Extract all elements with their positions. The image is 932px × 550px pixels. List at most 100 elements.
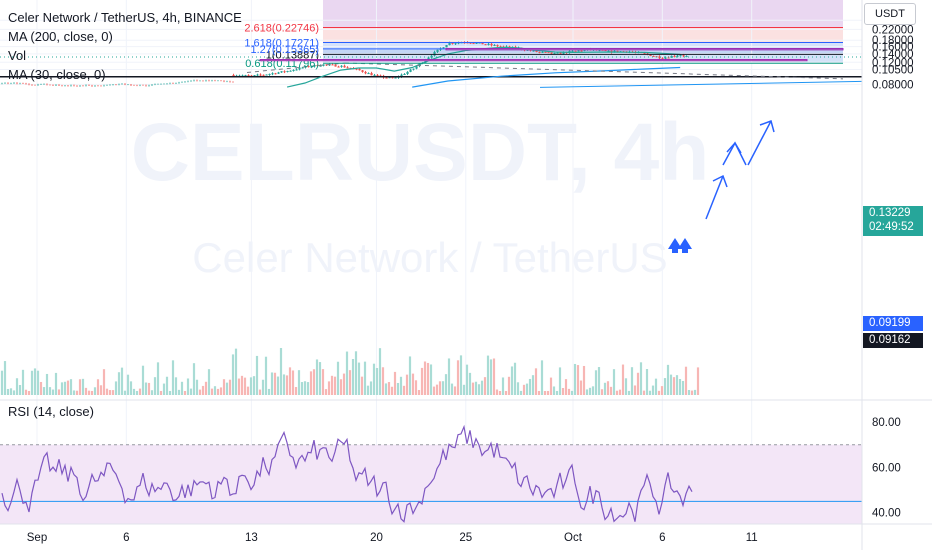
candle-body [256,74,259,76]
candle-body [298,67,301,70]
volume-bar [330,375,334,395]
currency-selector[interactable]: USDT [864,3,916,25]
candle-body [334,64,337,67]
volume-bar [156,362,160,395]
volume-bar [234,348,238,395]
watermark-symbol: CELRUSDT, 4h [131,107,710,198]
volume-bar [510,366,514,395]
volume-bar [261,379,265,395]
candle-body [670,55,673,58]
volume-bar [192,363,196,395]
volume-bar [678,379,682,395]
volume-bar [171,360,175,395]
volume-bar [303,381,307,395]
candle-body [538,51,541,53]
time-tick-label: Sep [27,532,47,544]
volume-bar [348,370,352,395]
volume-bar [15,378,19,395]
volume-bar [630,367,634,395]
volume-bar [69,379,73,395]
volume-bar [87,390,91,395]
volume-bar [342,373,346,395]
volume-bar [552,386,556,395]
candle-body [478,42,481,44]
volume-bar [639,362,643,395]
volume-bar [387,382,391,395]
volume-bar [288,367,292,395]
volume-bar [549,377,553,395]
volume-bar [435,384,439,395]
volume-bar [219,387,223,395]
volume-bar [663,378,667,395]
volume-bar [111,390,115,395]
candle-body [496,45,499,47]
candle-body [676,55,679,57]
candle-body [577,50,580,52]
volume-bar [693,389,697,395]
volume-bar [141,365,145,395]
volume-bar [477,384,481,395]
volume-bar [585,389,589,395]
price-tick-label: 0.16000 [872,42,914,54]
volume-bar [309,371,313,395]
volume-bar [306,382,310,395]
candle-body [337,66,340,68]
volume-bar [207,369,211,395]
volume-bar [540,360,544,395]
volume-bar [426,362,430,395]
candle-body [310,66,313,68]
volume-bar [138,388,142,395]
candle-body [403,73,406,75]
candle-body [292,69,295,71]
up-arrow-marker [668,238,682,253]
volume-bar [42,387,46,395]
volume-bar [96,379,100,395]
volume-bar [651,385,655,395]
volume-bar [666,364,670,395]
legend: Celer Network / TetherUS, 4h, BINANCE MA… [8,8,242,84]
volume-bar [441,381,445,395]
volume-bar [573,363,577,395]
last-price-tag: 0.13229 02:49:52 [863,206,923,236]
candle-body [508,46,511,48]
candle-body [373,75,376,77]
volume-bar [579,380,583,395]
candle-body [571,50,574,52]
volume-bar [270,372,274,395]
volume-bar [6,388,10,395]
candle-body [469,42,472,44]
volume-bar [324,389,328,395]
candle-body [454,43,457,45]
volume-bar [108,390,112,395]
volume-bar [369,381,373,395]
volume-bar [399,376,403,395]
candle-body [415,66,418,69]
watermark: CELRUSDT, 4h Celer Network / TetherUS [131,107,710,281]
candle-body [376,75,379,77]
candle-body [433,51,436,56]
candle-body [451,43,454,45]
fib-zone [323,54,843,64]
projection-arrowhead [712,174,728,188]
fib-zone [323,48,843,55]
volume-bar [531,375,535,395]
candle-body [616,50,619,53]
volume-bar [165,376,169,395]
volume-bar [123,390,127,395]
rsi-title: RSI (14, close) [8,404,94,419]
projection-path [705,175,724,220]
annotations [259,48,844,253]
volume-bar [285,375,289,395]
price-tick-label: 0.14000 [872,49,914,61]
volume-bar [63,381,67,395]
volume-bar [12,390,16,395]
legend-symbol: Celer Network / TetherUS, 4h, BINANCE [8,10,242,25]
volume-bar [408,356,412,395]
volume-bar [276,376,280,395]
volume-bar [696,367,700,395]
candle-body [409,69,412,72]
volume-bar [216,388,220,395]
level-tag-b: 0.09162 [863,333,923,348]
volume-bar [345,351,349,395]
fib-label: 2.618(0.22746) [244,23,319,35]
